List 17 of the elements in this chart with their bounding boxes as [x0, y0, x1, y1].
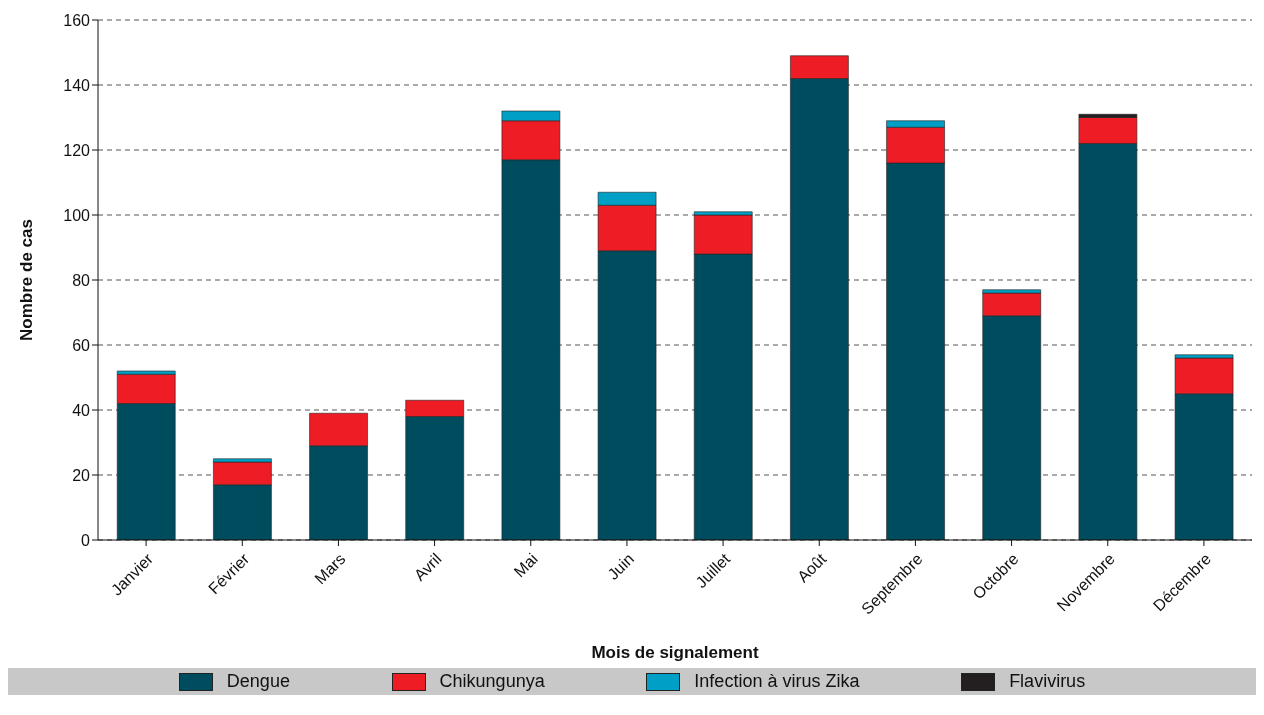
legend-label: Dengue: [226, 671, 290, 692]
y-tick-label: 40: [72, 401, 91, 419]
y-tick-label: 0: [81, 531, 91, 549]
x-tick-label: Mai: [510, 550, 541, 581]
x-axis-title: Mois de signalement: [591, 643, 759, 662]
y-tick-label: 60: [72, 336, 91, 354]
y-tick-label: 20: [72, 466, 91, 484]
legend-label: Flavivirus: [1009, 671, 1086, 692]
y-tick-label: 100: [63, 206, 91, 224]
y-axis-title: Nombre de cas: [17, 219, 37, 341]
legend-label: Infection à virus Zika: [694, 671, 860, 692]
y-tick-label: 120: [63, 141, 91, 159]
y-tick-label: 160: [63, 11, 91, 29]
y-tick-label: 140: [63, 76, 91, 94]
x-tick-label: Juin: [604, 550, 638, 583]
y-tick-label: 80: [72, 271, 91, 289]
legend-label: Chikungunya: [439, 671, 545, 692]
